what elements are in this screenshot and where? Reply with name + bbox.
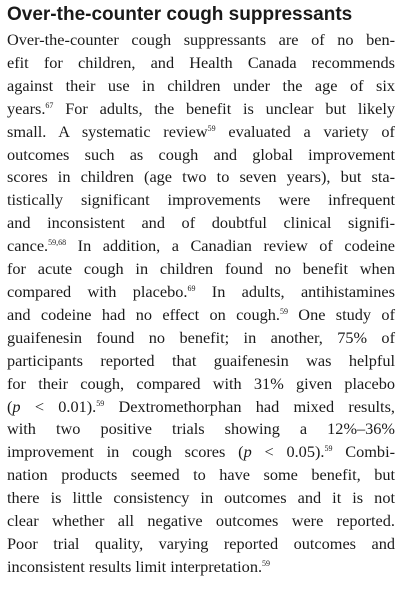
citation-reference: 59: [262, 558, 271, 568]
text-run: there is little consistency in outcomes …: [7, 488, 395, 508]
text-run: Dextromethorphan had mixed results,: [104, 396, 395, 416]
text-run: improvement in cough scores (: [7, 442, 244, 462]
text-run: outcomes such as cough and global improv…: [7, 144, 395, 164]
text-line: guaifenesin found no benefit; in another…: [7, 327, 395, 350]
text-line: against their use in children under the …: [7, 75, 395, 98]
citation-reference: 59: [207, 123, 216, 133]
text-run: One study of: [287, 304, 395, 324]
text-line: years.67 For adults, the benefit is uncl…: [7, 98, 395, 121]
text-line: Poor trial quality, varying reported out…: [7, 533, 395, 556]
text-run: nation products seemed to have some bene…: [7, 465, 395, 485]
text-line: scores in children (age two to seven yea…: [7, 166, 395, 189]
text-line: nation products seemed to have some bene…: [7, 464, 395, 487]
text-run: efit for children, and Health Canada rec…: [7, 52, 395, 72]
text-line: (p < 0.01).59 Dextromethorphan had mixed…: [7, 396, 395, 419]
text-run: and inconsistent and of doubtful clinica…: [7, 213, 395, 233]
text-run: for acute cough in children found no ben…: [7, 259, 395, 279]
citation-reference: 59,68: [48, 238, 67, 248]
text-line: and inconsistent and of doubtful clinica…: [7, 212, 395, 235]
body-paragraph: Over-the-counter cough suppressants are …: [7, 29, 395, 579]
text-run: Combi-: [332, 442, 396, 462]
text-run: cance.: [7, 236, 49, 256]
text-line: clear whether all negative outcomes were…: [7, 510, 395, 533]
text-run: scores in children (age two to seven yea…: [7, 167, 395, 187]
text-line: participants reported that guaifenesin w…: [7, 350, 395, 373]
text-run: evaluated a variety of: [215, 121, 395, 141]
text-line: tistically significant improvements were…: [7, 189, 395, 212]
text-run: Poor trial quality, varying reported out…: [7, 533, 395, 553]
text-line: for their cough, compared with 31% given…: [7, 373, 395, 396]
text-line: improvement in cough scores (p < 0.05).5…: [7, 441, 395, 464]
text-run: compared with placebo.: [7, 281, 188, 301]
article-section: Over-the-counter cough suppressants Over…: [7, 4, 395, 579]
text-run: < 0.05).: [251, 442, 325, 462]
text-line: outcomes such as cough and global improv…: [7, 144, 395, 167]
text-line: for acute cough in children found no ben…: [7, 258, 395, 281]
text-run: guaifenesin found no benefit; in another…: [7, 327, 395, 347]
text-run: participants reported that guaifenesin w…: [7, 350, 395, 370]
text-line: compared with placebo.69 In adults, anti…: [7, 281, 395, 304]
text-run: For adults, the benefit is unclear but l…: [53, 98, 395, 118]
text-run: for their cough, compared with 31% given…: [7, 373, 395, 393]
text-run: small. A systematic review: [7, 121, 208, 141]
text-line: and codeine had no effect on cough.59 On…: [7, 304, 395, 327]
section-heading: Over-the-counter cough suppressants: [7, 4, 353, 25]
text-run: against their use in children under the …: [7, 75, 395, 95]
citation-reference: 59: [96, 398, 105, 408]
citation-reference: 69: [187, 283, 196, 293]
text-line: Over-the-counter cough suppressants are …: [7, 29, 395, 52]
text-run: clear whether all negative outcomes were…: [7, 511, 395, 531]
text-run: In adults, antihistamines: [195, 281, 395, 301]
text-run: inconsistent results limit interpretatio…: [7, 556, 263, 576]
text-line: with two positive trials showing a 12%–3…: [7, 418, 395, 441]
text-run: Over-the-counter cough suppressants are …: [7, 30, 395, 49]
text-line: efit for children, and Health Canada rec…: [7, 52, 395, 75]
text-run: years.: [7, 98, 46, 118]
citation-reference: 59: [279, 306, 288, 316]
text-run: with two positive trials showing a 12%–3…: [7, 419, 395, 439]
italic-variable: p: [243, 442, 252, 462]
text-run: (: [7, 396, 13, 416]
citation-reference: 67: [45, 100, 54, 110]
text-line: there is little consistency in outcomes …: [7, 487, 395, 510]
text-line: inconsistent results limit interpretatio…: [7, 556, 395, 579]
text-line: small. A systematic review59 evaluated a…: [7, 121, 395, 144]
text-run: tistically significant improvements were…: [7, 190, 395, 210]
text-run: and codeine had no effect on cough.: [7, 304, 280, 324]
citation-reference: 59: [324, 444, 333, 454]
italic-variable: p: [12, 396, 21, 416]
text-run: < 0.01).: [20, 396, 97, 416]
text-run: In addition, a Canadian review of codein…: [66, 236, 395, 256]
text-line: cance.59,68 In addition, a Canadian revi…: [7, 235, 395, 258]
